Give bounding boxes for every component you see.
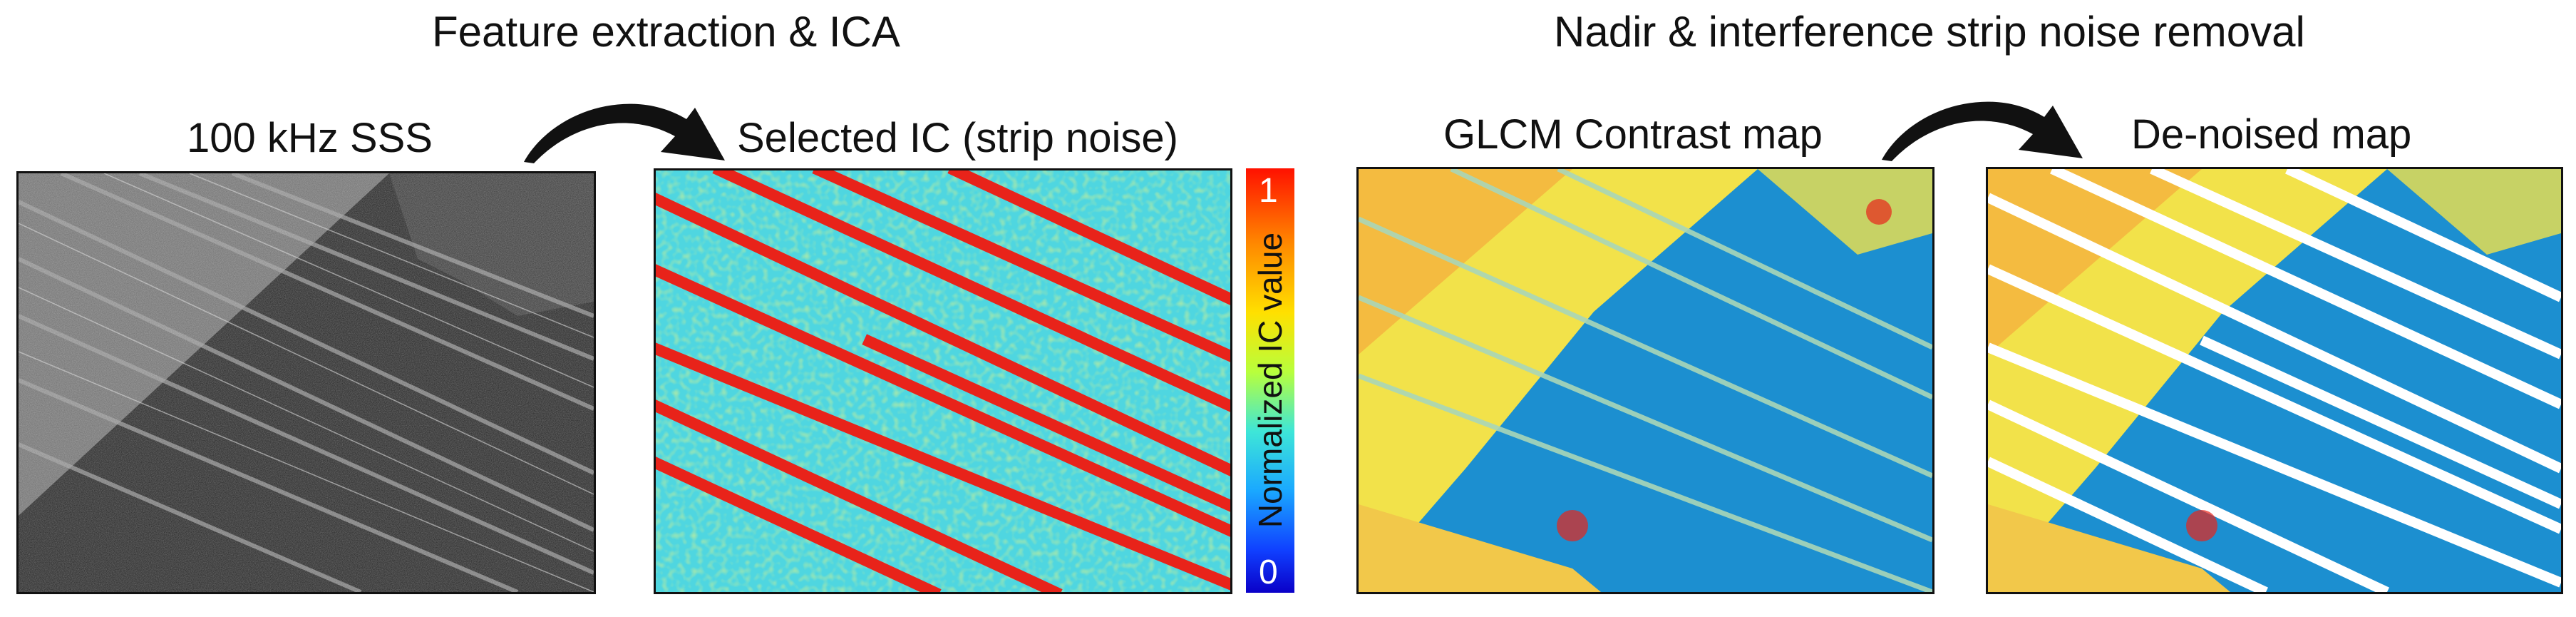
panel-title-sss: 100 kHz SSS — [187, 115, 433, 161]
colorbar-max-label: 1 — [1259, 172, 1278, 210]
step-label-noise-removal: Nadir & interference strip noise removal — [1554, 8, 2305, 56]
glcm-contrast-panel — [1356, 167, 1934, 594]
sss-image-panel — [16, 171, 596, 594]
colorbar-title: Normalized IC value — [1252, 232, 1289, 529]
selected-ic-panel — [654, 168, 1232, 594]
colorbar-min-label: 0 — [1259, 554, 1278, 591]
curved-arrow-icon — [1882, 101, 2083, 161]
panel-title-denoised: De-noised map — [2131, 111, 2412, 158]
panel-title-glcm: GLCM Contrast map — [1443, 111, 1823, 158]
colorbar — [1246, 168, 1294, 593]
step-label-feature-extraction: Feature extraction & ICA — [432, 8, 900, 56]
curved-arrow-icon — [524, 103, 725, 163]
panel-title-selected-ic: Selected IC (strip noise) — [737, 115, 1178, 161]
denoised-map-panel — [1986, 167, 2563, 594]
